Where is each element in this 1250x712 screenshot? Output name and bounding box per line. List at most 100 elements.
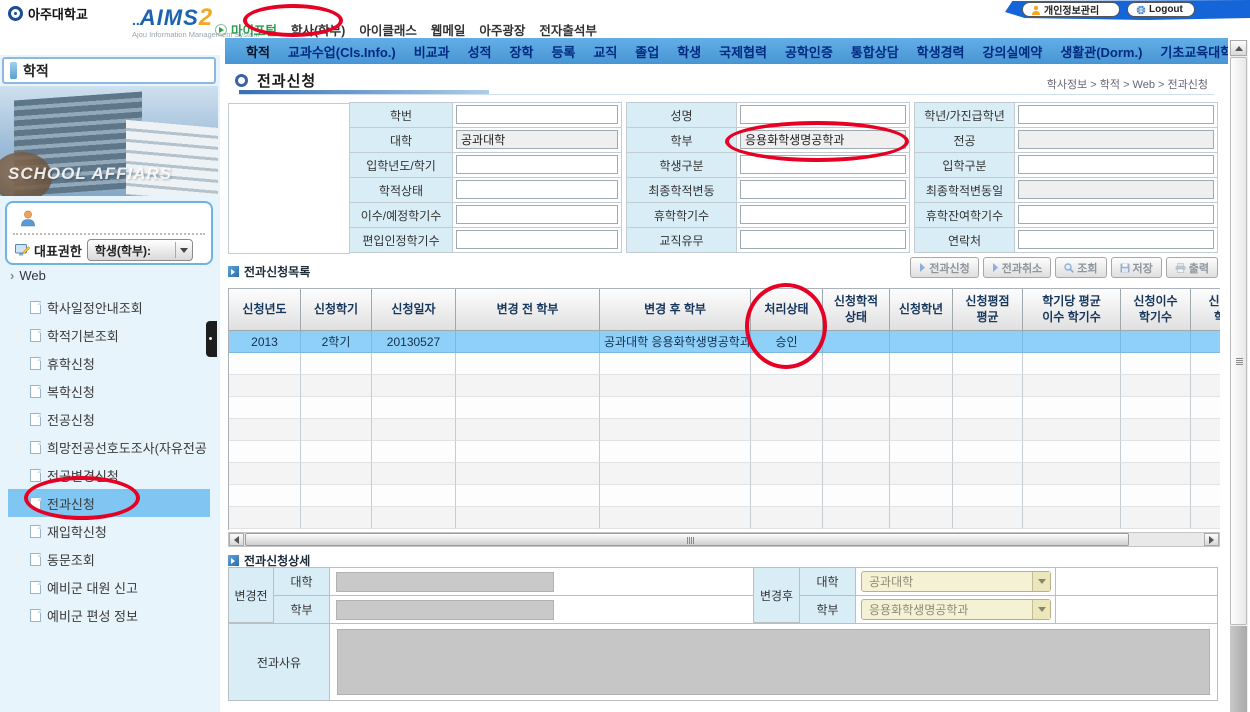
sidebar-item-reserve-report[interactable]: 예비군 대원 신고 xyxy=(8,573,210,601)
table-empty-row[interactable] xyxy=(229,375,1220,397)
sidebar-item-return[interactable]: 복학신청 xyxy=(8,377,210,405)
scroll-left-button[interactable] xyxy=(229,533,244,546)
table-empty-row[interactable] xyxy=(229,463,1220,485)
top-nav-webmail[interactable]: 웹메일 xyxy=(430,24,466,38)
menu-abeek[interactable]: 공학인증 xyxy=(784,44,833,60)
menu-courses[interactable]: 교과수업(Cls.Info.) xyxy=(287,44,396,60)
sidebar-item-calendar[interactable]: 학사일정안내조회 xyxy=(8,293,210,321)
menu-dorm[interactable]: 생활관(Dorm.) xyxy=(1060,44,1143,60)
role-dropdown[interactable]: 학생(학부): xyxy=(86,239,193,261)
search-button[interactable]: 조회 xyxy=(1055,257,1107,278)
table-empty-row[interactable] xyxy=(229,441,1220,463)
contact-field[interactable] xyxy=(1018,230,1214,249)
menu-basic-college[interactable]: 기초교육대학 xyxy=(1160,44,1228,60)
col-completed-terms[interactable]: 신청이수 학기수 xyxy=(1121,289,1191,331)
after-college-dropdown[interactable]: 공과대학 xyxy=(861,571,1051,592)
col-before-dept[interactable]: 변경 전 학부 xyxy=(456,289,600,331)
tree-root-web[interactable]: › Web xyxy=(10,268,46,283)
sidebar-item-reserve-info[interactable]: 예비군 편성 정보 xyxy=(8,601,210,629)
menu-hakjeok[interactable]: 학적 xyxy=(246,44,270,60)
top-nav-plaza[interactable]: 아주광장 xyxy=(479,24,526,38)
col-gpa[interactable]: 신청평점 평균 xyxy=(953,289,1023,331)
menu-graduation[interactable]: 졸업 xyxy=(635,44,660,60)
horizontal-scroll-thumb[interactable] xyxy=(245,533,1129,546)
horizontal-scrollbar[interactable] xyxy=(228,532,1220,547)
name-field[interactable] xyxy=(740,105,906,124)
menu-extracurricular[interactable]: 비교과 xyxy=(413,44,450,60)
school-affairs-photo: SCHOOL AFFIARS xyxy=(0,86,218,196)
arrow-icon xyxy=(919,263,926,272)
sidebar-item-major-apply[interactable]: 전공신청 xyxy=(8,405,210,433)
student-type-field[interactable] xyxy=(740,155,906,174)
top-nav-myportal[interactable]: 마이포털 xyxy=(215,20,277,39)
col-apply-grade[interactable]: 신청학년 xyxy=(890,289,953,331)
menu-counseling[interactable]: 통합상담 xyxy=(850,44,899,60)
menu-career[interactable]: 학생경력 xyxy=(916,44,965,60)
sidebar-collapse-handle[interactable] xyxy=(206,321,217,357)
department-field xyxy=(740,130,906,149)
menu-room-reservation[interactable]: 강의실예약 xyxy=(982,44,1043,60)
page-icon xyxy=(30,496,41,510)
col-avg-terms[interactable]: 학기당 평균 이수 학기수 xyxy=(1023,289,1121,331)
col-apply-term[interactable]: 신청학기 xyxy=(301,289,372,331)
table-empty-row[interactable] xyxy=(229,507,1220,529)
save-button[interactable]: 저장 xyxy=(1110,257,1162,278)
top-nav-iclass[interactable]: 아이클래스 xyxy=(359,24,417,38)
col-after-dept[interactable]: 변경 후 학부 xyxy=(600,289,751,331)
col-clipped[interactable]: 신청 학 xyxy=(1191,289,1220,331)
table-row-selected[interactable]: 2013 2학기 20130527 공과대학 응용화학생명공학과 승인 xyxy=(229,331,1220,353)
sidebar-item-major-preference[interactable]: 희망전공선호도조사(자유전공 xyxy=(8,433,210,461)
after-dept-dropdown[interactable]: 응용화학생명공학과 xyxy=(861,599,1051,620)
label-admission-term: 입학년도/학기 xyxy=(349,152,453,178)
menu-scholarship[interactable]: 장학 xyxy=(509,44,534,60)
col-process-status[interactable]: 처리상태 xyxy=(751,289,823,331)
role-label: 대표권한 xyxy=(15,241,82,260)
vertical-scrollbar[interactable] xyxy=(1230,40,1248,712)
menu-teaching[interactable]: 교직 xyxy=(593,44,618,60)
table-empty-row[interactable] xyxy=(229,419,1220,441)
table-empty-row[interactable] xyxy=(229,485,1220,507)
col-apply-year[interactable]: 신청년도 xyxy=(229,289,301,331)
completed-terms-field[interactable] xyxy=(456,205,618,224)
menu-grades[interactable]: 성적 xyxy=(467,44,492,60)
vertical-scroll-thumb[interactable] xyxy=(1230,57,1247,625)
scroll-up-button[interactable] xyxy=(1230,40,1247,56)
top-nav-haksa[interactable]: 학사(학부) xyxy=(291,24,346,38)
privacy-settings-button[interactable]: 개인정보관리 xyxy=(1022,2,1120,17)
record-status-field[interactable] xyxy=(456,180,618,199)
col-apply-record-status[interactable]: 신청학적 상태 xyxy=(823,289,890,331)
admission-term-field[interactable] xyxy=(456,155,618,174)
leave-remaining-field[interactable] xyxy=(1018,205,1214,224)
leave-terms-field[interactable] xyxy=(740,205,906,224)
sidebar-item-record-basic[interactable]: 학적기본조회 xyxy=(8,321,210,349)
last-change-field[interactable] xyxy=(740,180,906,199)
sidebar-item-readmission[interactable]: 재입학신청 xyxy=(8,517,210,545)
teaching-cert-field[interactable] xyxy=(740,230,906,249)
last-change-date-field xyxy=(1018,180,1214,199)
sidebar-item-major-change[interactable]: 전공변경신청 xyxy=(8,461,210,489)
menu-student[interactable]: 학생 xyxy=(677,44,702,60)
main-content: 전과신청 학사정보 > 학적 > Web > 전과신청 학번 성명 학년/가진급… xyxy=(225,64,1230,712)
student-id-field[interactable] xyxy=(456,105,618,124)
admission-type-field[interactable] xyxy=(1018,155,1214,174)
cancel-transfer-button[interactable]: 전과취소 xyxy=(982,257,1052,278)
sidebar-item-leave[interactable]: 휴학신청 xyxy=(8,349,210,377)
sidebar-item-alumni[interactable]: 동문조회 xyxy=(8,545,210,573)
label-record-status: 학적상태 xyxy=(349,177,453,203)
college-field xyxy=(456,130,618,149)
menu-international[interactable]: 국제협력 xyxy=(719,44,767,60)
transfer-terms-field[interactable] xyxy=(456,230,618,249)
col-apply-date[interactable]: 신청일자 xyxy=(372,289,456,331)
table-empty-row[interactable] xyxy=(229,397,1220,419)
scroll-right-button[interactable] xyxy=(1204,533,1219,546)
detail-section-title: 전과신청상세 xyxy=(244,554,311,568)
table-empty-row[interactable] xyxy=(229,353,1220,375)
logout-button[interactable]: Logout xyxy=(1127,2,1195,17)
grade-field[interactable] xyxy=(1018,105,1214,124)
menu-registration[interactable]: 등록 xyxy=(551,44,576,60)
print-button[interactable]: 출력 xyxy=(1165,257,1218,278)
top-nav-attendance[interactable]: 전자출석부 xyxy=(539,24,597,38)
save-icon xyxy=(1120,263,1130,273)
sidebar-item-dept-transfer[interactable]: 전과신청 xyxy=(8,489,210,517)
apply-transfer-button[interactable]: 전과신청 xyxy=(910,257,979,278)
